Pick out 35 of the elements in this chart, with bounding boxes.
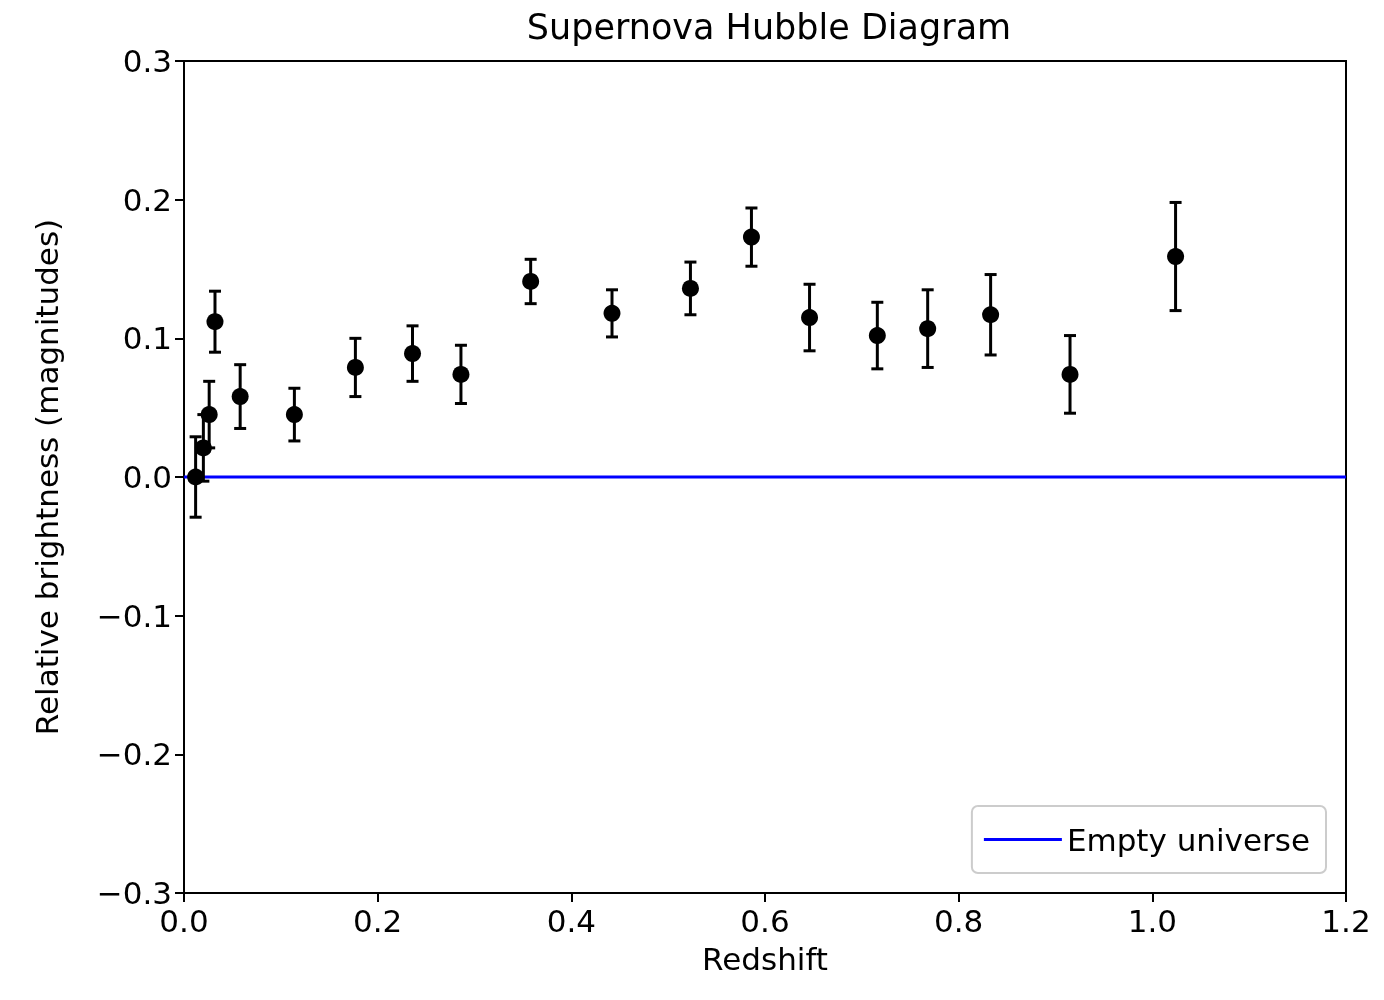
point [919,320,937,338]
y-tick-label: −0.3 [96,875,172,911]
point [522,272,540,290]
point [1061,365,1079,383]
point [404,345,422,363]
y-tick-label: 0.3 [122,43,172,79]
x-tick-label: 0.4 [546,902,596,939]
point [346,358,364,376]
y-tick-label: 0.0 [122,459,172,495]
legend-label: Empty universe [1066,821,1311,858]
y-tick-label: −0.1 [96,597,172,634]
x-tick-label: 0.2 [353,902,403,939]
point [1167,248,1185,266]
point [742,228,760,246]
point [868,327,886,345]
point [231,388,249,406]
point [200,406,218,424]
point [681,279,699,297]
y-tick-label: 0.2 [122,181,172,218]
point [285,406,303,424]
x-tick-label: 0.8 [934,902,984,939]
y-tick-label: 0.1 [122,320,172,357]
x-tick-label: 1.2 [1321,902,1371,939]
y-axis-title: Relative brightness (magnitudes) [28,218,65,736]
x-tick-label: 0.6 [740,902,790,939]
point [982,306,1000,324]
point [452,365,470,383]
point [603,304,621,322]
point [206,313,224,331]
y-tick-label: −0.2 [96,736,172,773]
x-axis-title: Redshift [702,940,828,977]
chart-title: Supernova Hubble Diagram [526,6,1012,47]
point [801,309,819,327]
point [187,468,205,486]
x-tick-label: 1.0 [1127,902,1177,939]
